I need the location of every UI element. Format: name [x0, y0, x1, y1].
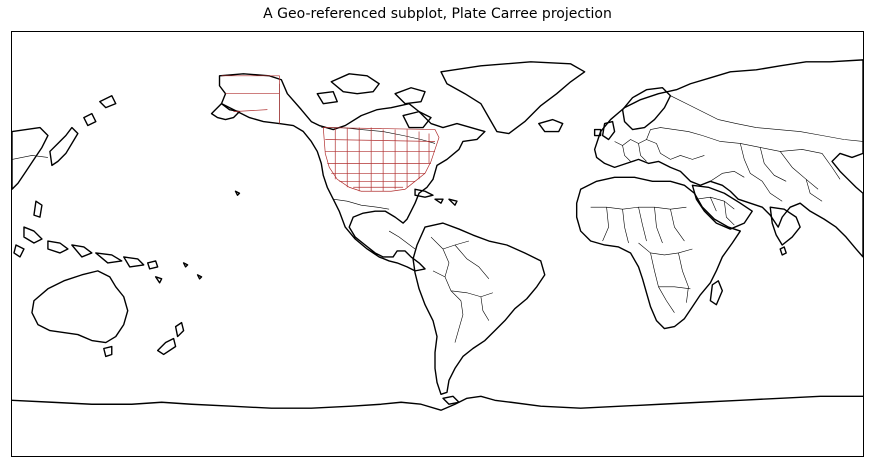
coastline-pacific-islands: [154, 190, 241, 284]
border-asia-countries: [702, 135, 841, 202]
coastline-madagascar: [709, 280, 724, 306]
border-russia-north: [12, 95, 863, 160]
coastline-africa: [575, 176, 741, 330]
coastline-japan: [49, 95, 117, 167]
border-south-america-countries: [430, 236, 493, 343]
us-states-outline: [322, 127, 440, 192]
border-africa-countries: [590, 206, 693, 313]
coastline-tasmania: [103, 345, 113, 358]
coastline-british-isles: [593, 120, 616, 141]
coastlines: [12, 59, 863, 411]
map-title: A Geo-referenced subplot, Plate Carree p…: [263, 6, 612, 22]
coastline-antarctica: [12, 395, 863, 411]
coastline-arabia: [691, 184, 753, 230]
border-middle-east: [696, 196, 735, 226]
coastline-india: [769, 206, 801, 246]
coastline-caribbean-islands: [414, 188, 458, 206]
coastline-new-zealand: [156, 321, 185, 356]
border-europe-countries: [614, 127, 705, 162]
us-states-alaska: [221, 75, 280, 124]
us-states-grid: [325, 127, 436, 192]
coastline-canadian-arctic: [316, 73, 432, 129]
coastline-east-asia: [12, 126, 49, 190]
coastline-alaska-peninsula: [210, 102, 241, 121]
world-map: [12, 59, 863, 411]
coastline-eurasia: [593, 59, 863, 258]
coastline-australia: [31, 270, 129, 344]
border-us-mexico: [333, 198, 390, 210]
coastline-scandinavia: [621, 87, 672, 131]
coastline-greenland: [440, 61, 586, 135]
coastline-south-america: [412, 222, 546, 395]
coastline-indonesia: [13, 200, 159, 270]
coastline-iceland: [538, 118, 564, 133]
coastline-north-america: [218, 73, 486, 272]
us-state-borders: [221, 75, 440, 192]
map-frame: [11, 31, 864, 457]
border-central-america: [388, 230, 416, 250]
country-borders: [12, 83, 863, 343]
coastline-sri-lanka: [779, 246, 787, 256]
